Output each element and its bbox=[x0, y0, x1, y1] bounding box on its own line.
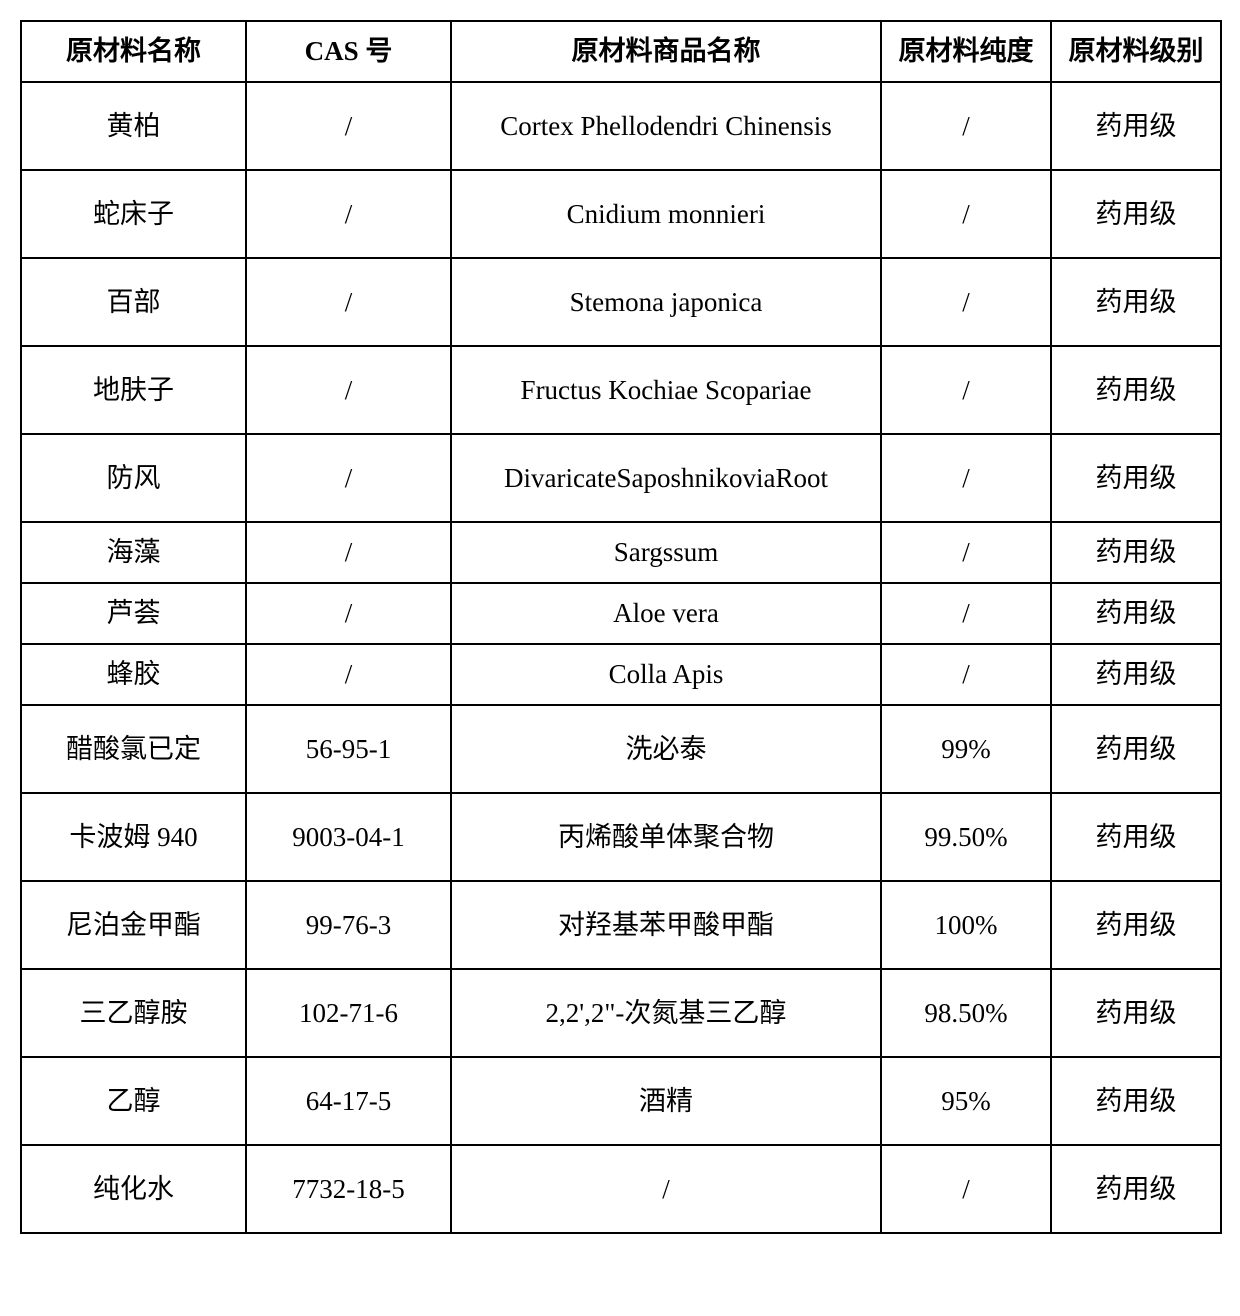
cell-purity: / bbox=[881, 1145, 1051, 1233]
cell-purity: / bbox=[881, 258, 1051, 346]
cell-product: Cnidium monnieri bbox=[451, 170, 881, 258]
table-header: 原材料名称 CAS 号 原材料商品名称 原材料纯度 原材料级别 bbox=[21, 21, 1221, 82]
cell-purity: 100% bbox=[881, 881, 1051, 969]
table-row: 防风 / DivaricateSaposhnikoviaRoot / 药用级 bbox=[21, 434, 1221, 522]
col-header-name: 原材料名称 bbox=[21, 21, 246, 82]
table-row: 地肤子 / Fructus Kochiae Scopariae / 药用级 bbox=[21, 346, 1221, 434]
cell-product: Colla Apis bbox=[451, 644, 881, 705]
cell-purity: / bbox=[881, 522, 1051, 583]
cell-cas: / bbox=[246, 82, 451, 170]
cell-cas: 9003-04-1 bbox=[246, 793, 451, 881]
cell-name: 海藻 bbox=[21, 522, 246, 583]
cell-name: 三乙醇胺 bbox=[21, 969, 246, 1057]
cell-grade: 药用级 bbox=[1051, 583, 1221, 644]
cell-cas: 56-95-1 bbox=[246, 705, 451, 793]
cell-cas: / bbox=[246, 434, 451, 522]
cell-purity: / bbox=[881, 644, 1051, 705]
cell-name: 地肤子 bbox=[21, 346, 246, 434]
cell-grade: 药用级 bbox=[1051, 969, 1221, 1057]
cell-cas: / bbox=[246, 170, 451, 258]
cell-grade: 药用级 bbox=[1051, 1145, 1221, 1233]
col-header-purity: 原材料纯度 bbox=[881, 21, 1051, 82]
cell-name: 纯化水 bbox=[21, 1145, 246, 1233]
cell-name: 黄柏 bbox=[21, 82, 246, 170]
cell-name: 防风 bbox=[21, 434, 246, 522]
table-row: 蛇床子 / Cnidium monnieri / 药用级 bbox=[21, 170, 1221, 258]
cell-purity: 99.50% bbox=[881, 793, 1051, 881]
cell-product: 对羟基苯甲酸甲酯 bbox=[451, 881, 881, 969]
cell-cas: / bbox=[246, 522, 451, 583]
cell-purity: / bbox=[881, 583, 1051, 644]
col-header-cas: CAS 号 bbox=[246, 21, 451, 82]
cell-name: 醋酸氯已定 bbox=[21, 705, 246, 793]
cell-purity: 98.50% bbox=[881, 969, 1051, 1057]
cell-product: 酒精 bbox=[451, 1057, 881, 1145]
cell-name: 乙醇 bbox=[21, 1057, 246, 1145]
cell-grade: 药用级 bbox=[1051, 522, 1221, 583]
col-header-product-name: 原材料商品名称 bbox=[451, 21, 881, 82]
table-row: 百部 / Stemona japonica / 药用级 bbox=[21, 258, 1221, 346]
cell-cas: 102-71-6 bbox=[246, 969, 451, 1057]
cell-purity: 99% bbox=[881, 705, 1051, 793]
cell-name: 芦荟 bbox=[21, 583, 246, 644]
cell-name: 卡波姆 940 bbox=[21, 793, 246, 881]
cell-cas: / bbox=[246, 346, 451, 434]
cell-purity: / bbox=[881, 434, 1051, 522]
cell-cas: 64-17-5 bbox=[246, 1057, 451, 1145]
table-row: 乙醇 64-17-5 酒精 95% 药用级 bbox=[21, 1057, 1221, 1145]
col-header-grade: 原材料级别 bbox=[1051, 21, 1221, 82]
cell-product: 丙烯酸单体聚合物 bbox=[451, 793, 881, 881]
cell-cas: / bbox=[246, 258, 451, 346]
cell-purity: / bbox=[881, 346, 1051, 434]
table-row: 三乙醇胺 102-71-6 2,2',2"-次氮基三乙醇 98.50% 药用级 bbox=[21, 969, 1221, 1057]
table-body: 黄柏 / Cortex Phellodendri Chinensis / 药用级… bbox=[21, 82, 1221, 1233]
cell-product: Stemona japonica bbox=[451, 258, 881, 346]
cell-cas: / bbox=[246, 644, 451, 705]
table-row: 海藻 / Sargssum / 药用级 bbox=[21, 522, 1221, 583]
cell-name: 蜂胶 bbox=[21, 644, 246, 705]
table-row: 黄柏 / Cortex Phellodendri Chinensis / 药用级 bbox=[21, 82, 1221, 170]
cell-grade: 药用级 bbox=[1051, 1057, 1221, 1145]
cell-purity: / bbox=[881, 170, 1051, 258]
cell-grade: 药用级 bbox=[1051, 82, 1221, 170]
cell-cas: 7732-18-5 bbox=[246, 1145, 451, 1233]
cell-cas: 99-76-3 bbox=[246, 881, 451, 969]
cell-grade: 药用级 bbox=[1051, 434, 1221, 522]
cell-product: Aloe vera bbox=[451, 583, 881, 644]
cell-grade: 药用级 bbox=[1051, 258, 1221, 346]
cell-grade: 药用级 bbox=[1051, 644, 1221, 705]
cell-grade: 药用级 bbox=[1051, 170, 1221, 258]
cell-product: DivaricateSaposhnikoviaRoot bbox=[451, 434, 881, 522]
cell-grade: 药用级 bbox=[1051, 705, 1221, 793]
cell-grade: 药用级 bbox=[1051, 881, 1221, 969]
cell-product: Fructus Kochiae Scopariae bbox=[451, 346, 881, 434]
cell-cas: / bbox=[246, 583, 451, 644]
table-row: 尼泊金甲酯 99-76-3 对羟基苯甲酸甲酯 100% 药用级 bbox=[21, 881, 1221, 969]
table-row: 蜂胶 / Colla Apis / 药用级 bbox=[21, 644, 1221, 705]
header-row: 原材料名称 CAS 号 原材料商品名称 原材料纯度 原材料级别 bbox=[21, 21, 1221, 82]
cell-product: 洗必泰 bbox=[451, 705, 881, 793]
table-row: 卡波姆 940 9003-04-1 丙烯酸单体聚合物 99.50% 药用级 bbox=[21, 793, 1221, 881]
table-row: 纯化水 7732-18-5 / / 药用级 bbox=[21, 1145, 1221, 1233]
cell-product: Cortex Phellodendri Chinensis bbox=[451, 82, 881, 170]
table-row: 芦荟 / Aloe vera / 药用级 bbox=[21, 583, 1221, 644]
cell-product: Sargssum bbox=[451, 522, 881, 583]
cell-purity: / bbox=[881, 82, 1051, 170]
table-row: 醋酸氯已定 56-95-1 洗必泰 99% 药用级 bbox=[21, 705, 1221, 793]
materials-table: 原材料名称 CAS 号 原材料商品名称 原材料纯度 原材料级别 黄柏 / Cor… bbox=[20, 20, 1222, 1234]
cell-grade: 药用级 bbox=[1051, 346, 1221, 434]
cell-name: 百部 bbox=[21, 258, 246, 346]
cell-name: 尼泊金甲酯 bbox=[21, 881, 246, 969]
cell-name: 蛇床子 bbox=[21, 170, 246, 258]
cell-product: / bbox=[451, 1145, 881, 1233]
cell-purity: 95% bbox=[881, 1057, 1051, 1145]
cell-product: 2,2',2"-次氮基三乙醇 bbox=[451, 969, 881, 1057]
cell-grade: 药用级 bbox=[1051, 793, 1221, 881]
